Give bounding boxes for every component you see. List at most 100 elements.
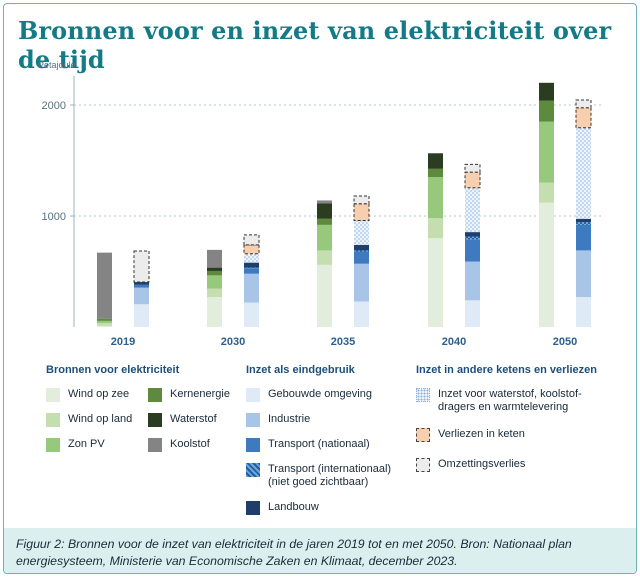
legend-item-industrie: Industrie: [246, 413, 310, 427]
bar-supply-2019-kernenergie: [97, 318, 112, 321]
bar-supply-2030-wind-op-zee: [207, 297, 222, 327]
legend-item-gebouwde-omgeving: Gebouwde omgeving: [246, 388, 372, 402]
legend-item-kernenergie: Kernenergie: [148, 388, 230, 402]
bar-supply-2040-wind-op-land: [428, 218, 443, 239]
bar-use-2030-landbouw: [244, 262, 259, 268]
bar-supply-2040-waterstof: [428, 153, 443, 169]
bar-use-2035-industrie: [354, 263, 369, 302]
bar-use-2050-landbouw: [576, 218, 591, 223]
bar-supply-2040-zon-pv: [428, 177, 443, 219]
legend-sources-title: Bronnen voor elektriciteit: [46, 364, 180, 376]
bar-use-2030-gebouwde-omgeving: [244, 302, 259, 327]
legend-item-waterstof: Waterstof: [148, 413, 217, 427]
swatch-transport-internationaal: [246, 463, 260, 477]
bar-supply-2030-waterstof: [207, 267, 222, 271]
swatch-waterstof: [148, 413, 162, 427]
bar-use-2040-omzettingsverlies: [464, 163, 481, 173]
bar-supply-2019-zon-pv: [97, 320, 112, 324]
bar-use-2050-transport-internationaal-: [576, 222, 591, 225]
bar-supply-2035-wind-op-zee: [317, 264, 332, 327]
legend-label: Waterstof: [170, 413, 217, 425]
bar-use-2035-inzet-voor-waterstof-koolstofdragers-en-warmtelevering: [354, 220, 369, 245]
bar-use-2035-landbouw: [354, 244, 369, 251]
swatch-wind-op-zee: [46, 388, 60, 402]
bar-use-2050-transport-nationaal-: [576, 224, 591, 251]
bar-use-2030-transport-internationaal-: [244, 267, 259, 269]
bar-use-2050-industrie: [576, 250, 591, 298]
bar-use-2040-transport-internationaal-: [465, 236, 480, 240]
bar-supply-2050-kernenergie: [539, 100, 554, 122]
swatch-verliezen-in-keten: [416, 428, 430, 442]
swatch-transport-nationaal: [246, 438, 260, 452]
bar-use-2040-gebouwde-omgeving: [465, 300, 480, 327]
bar-use-2019-omzettingsverlies: [133, 250, 150, 283]
bar-use-2019-transport-nationaal-: [134, 284, 149, 288]
bar-use-2019-gebouwde-omgeving: [134, 304, 149, 327]
bar-use-2040-industrie: [465, 261, 480, 301]
legend-chains-title: Inzet in andere ketens en verliezen: [416, 364, 597, 376]
figure-caption: Figuur 2: Bronnen voor de inzet van elek…: [4, 528, 636, 573]
legend-item-inzet-waterstof: Inzet voor waterstof, koolstof- dragers …: [416, 388, 582, 414]
bar-use-2030-industrie: [244, 273, 259, 303]
swatch-wind-op-land: [46, 413, 60, 427]
bar-use-2030-omzettingsverlies: [243, 234, 260, 246]
swatch-inzet-waterstof: [416, 388, 430, 402]
bar-supply-2019-wind-op-land: [97, 323, 112, 326]
swatch-industrie: [246, 413, 260, 427]
x-tick-label-2019: 2019: [111, 336, 135, 348]
legend-use-title: Inzet als eindgebruik: [246, 364, 355, 376]
bar-use-2040-verliezen-in-keten: [464, 171, 481, 189]
bar-supply-2050-wind-op-zee: [539, 202, 554, 327]
bar-use-2040-landbouw: [465, 232, 480, 237]
x-tick-label-2035: 2035: [331, 336, 355, 348]
bar-supply-2019-wind-op-zee: [97, 325, 112, 327]
bar-use-2050-gebouwde-omgeving: [576, 297, 591, 327]
swatch-omzettingsverlies: [416, 458, 430, 472]
bar-use-2040-inzet-voor-waterstof-koolstofdragers-en-warmtelevering: [465, 187, 480, 233]
legend-label: Transport (internationaal) (niet goed zi…: [268, 463, 392, 488]
legend-item-verliezen-in-keten: Verliezen in keten: [416, 428, 525, 442]
legend-item-transport-nationaal: Transport (nationaal): [246, 438, 370, 452]
swatch-kernenergie: [148, 388, 162, 402]
bar-use-2035-transport-nationaal-: [354, 251, 369, 264]
bar-supply-2035-koolstof: [317, 200, 332, 204]
bar-use-2040-transport-nationaal-: [465, 239, 480, 262]
legend-label: Koolstof: [170, 438, 210, 450]
legend-label: Omzettingsverlies: [438, 458, 526, 470]
bar-supply-2030-zon-pv: [207, 275, 222, 289]
legend-label: Verliezen in keten: [438, 428, 525, 440]
y-tick-label: 2000: [42, 100, 66, 112]
bar-use-2019-landbouw: [134, 282, 149, 285]
y-tick-label: 1000: [42, 211, 66, 223]
chart-title: Bronnen voor en inzet van elektriciteit …: [18, 16, 612, 74]
legend-item-landbouw: Landbouw: [246, 501, 319, 515]
bar-use-2035-omzettingsverlies: [353, 195, 370, 205]
legend-label: Landbouw: [268, 501, 319, 513]
legend-label: Zon PV: [68, 438, 105, 450]
legend-item-wind-op-land: Wind op land: [46, 413, 132, 427]
legend-item-transport-internationaal: Transport (internationaal) (niet goed zi…: [246, 463, 391, 489]
bar-use-2030-inzet-voor-waterstof-koolstofdragers-en-warmtelevering: [244, 253, 259, 263]
bar-supply-2035-wind-op-land: [317, 250, 332, 265]
bar-use-2030-transport-nationaal-: [244, 268, 259, 274]
swatch-zon-pv: [46, 438, 60, 452]
bar-use-2019-industrie: [134, 287, 149, 305]
legend-label: Kernenergie: [170, 388, 230, 400]
legend-item-omzettingsverlies: Omzettingsverlies: [416, 458, 525, 472]
bar-supply-2040-kernenergie: [428, 168, 443, 178]
legend-label: Wind op zee: [68, 388, 130, 400]
legend-item-zon-pv: Zon PV: [46, 438, 105, 452]
bar-use-2050-omzettingsverlies: [575, 99, 592, 109]
bar-supply-2035-kernenergie: [317, 218, 332, 225]
x-tick-label-2040: 2040: [442, 336, 466, 348]
legend-item-wind-op-zee: Wind op zee: [46, 388, 129, 402]
x-tick-label-2050: 2050: [553, 336, 577, 348]
bar-chart: Petajoule 1000 2000 2019 2030 2035 2040 2050: [38, 60, 604, 348]
swatch-koolstof: [148, 438, 162, 452]
figure-frame: Bronnen voor en inzet van elektriciteit …: [3, 3, 637, 574]
bar-use-2030-verliezen-in-keten: [243, 244, 260, 255]
legend-label: Transport (nationaal): [268, 438, 370, 450]
swatch-gebouwde-omgeving: [246, 388, 260, 402]
bar-use-2035-transport-internationaal-: [354, 250, 369, 252]
bar-use-2050-inzet-voor-waterstof-koolstofdragers-en-warmtelevering: [576, 127, 591, 219]
